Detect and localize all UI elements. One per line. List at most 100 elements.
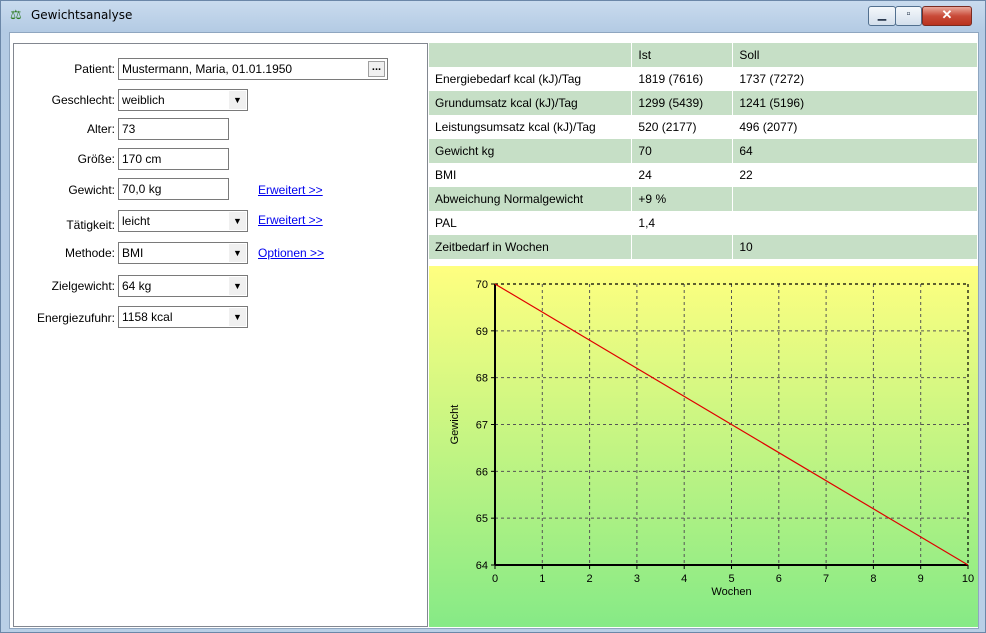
table-row: Zeitbedarf in Wochen 10	[429, 235, 978, 259]
x-tick-label: 1	[539, 573, 545, 585]
x-tick-label: 4	[681, 573, 687, 585]
table-cell: Grundumsatz kcal (kJ)/Tag	[429, 91, 633, 115]
x-tick-label: 9	[918, 573, 924, 585]
table-cell: Zeitbedarf in Wochen	[429, 235, 633, 259]
table-cell: Energiebedarf kcal (kJ)/Tag	[429, 67, 633, 91]
maximize-icon: ▫	[906, 8, 911, 20]
table-row: BMI 24 22	[429, 163, 978, 187]
patient-value: Mustermann, Maria, 01.01.1950	[122, 62, 293, 76]
y-axis-label: Gewicht	[449, 405, 461, 445]
x-tick-label: 2	[587, 573, 593, 585]
patient-field[interactable]: Mustermann, Maria, 01.01.1950 ...	[118, 58, 388, 80]
chevron-down-icon[interactable]: ▼	[229, 91, 246, 109]
table-cell: 496 (2077)	[732, 115, 978, 139]
energy-intake-select[interactable]: 1158 kcal ▼	[118, 306, 248, 328]
x-tick-label: 0	[492, 573, 498, 585]
weight-input[interactable]: 70,0 kg	[118, 178, 229, 200]
gender-label: Geschlecht:	[51, 93, 115, 107]
activity-extended-link[interactable]: Erweitert >>	[258, 213, 323, 227]
maximize-button[interactable]: ▫	[895, 6, 922, 26]
table-cell: 64	[732, 139, 978, 163]
table-cell: 1819 (7616)	[631, 67, 734, 91]
table-cell: Leistungsumsatz kcal (kJ)/Tag	[429, 115, 633, 139]
x-tick-label: 3	[634, 573, 640, 585]
table-row: Leistungsumsatz kcal (kJ)/Tag 520 (2177)…	[429, 115, 978, 139]
method-options-link[interactable]: Optionen >>	[258, 246, 325, 260]
results-table: Ist Soll Energiebedarf kcal (kJ)/Tag 181…	[429, 43, 978, 259]
weight-value: 70,0 kg	[122, 182, 162, 196]
table-cell: Abweichung Normalgewicht	[429, 187, 633, 211]
table-row: Energiebedarf kcal (kJ)/Tag 1819 (7616) …	[429, 67, 978, 91]
table-row: PAL 1,4	[429, 211, 978, 235]
table-cell: Gewicht kg	[429, 139, 633, 163]
table-cell: +9 %	[631, 187, 734, 211]
table-cell: 70	[631, 139, 734, 163]
y-tick-label: 70	[476, 279, 488, 291]
series-line	[494, 283, 969, 566]
chevron-down-icon[interactable]: ▼	[229, 244, 246, 262]
x-tick-label: 8	[870, 573, 876, 585]
table-header-cell	[429, 43, 633, 67]
table-cell: 22	[732, 163, 978, 187]
table-cell	[732, 211, 978, 235]
patient-browse-button[interactable]: ...	[368, 61, 385, 77]
chevron-down-icon[interactable]: ▼	[229, 277, 246, 295]
method-value: BMI	[122, 246, 144, 260]
chevron-down-icon[interactable]: ▼	[229, 308, 246, 326]
chart-series	[494, 283, 969, 566]
activity-value: leicht	[122, 214, 151, 228]
weight-extended-link[interactable]: Erweitert >>	[258, 183, 323, 197]
close-icon: ✕	[941, 7, 953, 22]
target-weight-label: Zielgewicht:	[51, 279, 115, 293]
table-cell: 520 (2177)	[631, 115, 734, 139]
age-input[interactable]: 73	[118, 118, 229, 140]
height-input[interactable]: 170 cm	[118, 148, 229, 170]
weight-chart: 0 1 2 3 4 5 6 7 8 9 10 64 65 66 67 68 69 70 Wochen Gewicht	[429, 266, 978, 627]
table-header-row: Ist Soll	[429, 43, 978, 67]
table-cell	[732, 187, 978, 211]
target-weight-value: 64 kg	[122, 279, 152, 293]
x-tick-label: 5	[728, 573, 734, 585]
x-axis-label: Wochen	[711, 586, 751, 598]
table-cell: 1241 (5196)	[732, 91, 978, 115]
table-cell: BMI	[429, 163, 633, 187]
table-header-cell: Ist	[631, 43, 734, 67]
x-tick-label: 6	[776, 573, 782, 585]
minimize-button[interactable]: ▁	[868, 6, 896, 26]
table-row: Gewicht kg 70 64	[429, 139, 978, 163]
energy-intake-label: Energiezufuhr:	[36, 311, 115, 325]
height-label: Größe:	[77, 152, 115, 166]
x-tick-label: 10	[962, 573, 974, 585]
table-cell: 10	[732, 235, 978, 259]
chevron-down-icon[interactable]: ▼	[229, 212, 246, 230]
y-tick-label: 69	[476, 326, 488, 338]
table-cell	[631, 235, 734, 259]
y-tick-label: 66	[476, 466, 488, 478]
y-tick-label: 64	[476, 560, 488, 572]
target-weight-select[interactable]: 64 kg ▼	[118, 275, 248, 297]
table-cell: 1737 (7272)	[732, 67, 978, 91]
age-value: 73	[122, 122, 136, 136]
activity-select[interactable]: leicht ▼	[118, 210, 248, 232]
minimize-icon: ▁	[877, 9, 887, 21]
x-tick-label: 7	[823, 573, 829, 585]
patient-label: Patient:	[74, 62, 115, 76]
table-row: Grundumsatz kcal (kJ)/Tag 1299 (5439) 12…	[429, 91, 978, 115]
close-button[interactable]: ✕	[922, 6, 972, 26]
table-row: Abweichung Normalgewicht +9 %	[429, 187, 978, 211]
y-tick-label: 67	[476, 420, 488, 432]
gender-value: weiblich	[122, 93, 165, 107]
y-tick-label: 65	[476, 513, 488, 525]
window-title: Gewichtsanalyse	[31, 8, 133, 22]
table-cell: 1,4	[631, 211, 734, 235]
table-cell: 24	[631, 163, 734, 187]
method-select[interactable]: BMI ▼	[118, 242, 248, 264]
title-bar[interactable]: ⚖ Gewichtsanalyse ▁ ▫ ✕	[1, 1, 985, 31]
weight-label: Gewicht:	[68, 183, 115, 197]
energy-intake-value: 1158 kcal	[122, 310, 173, 324]
gender-select[interactable]: weiblich ▼	[118, 89, 248, 111]
table-cell: 1299 (5439)	[631, 91, 734, 115]
scale-icon: ⚖	[10, 7, 22, 22]
